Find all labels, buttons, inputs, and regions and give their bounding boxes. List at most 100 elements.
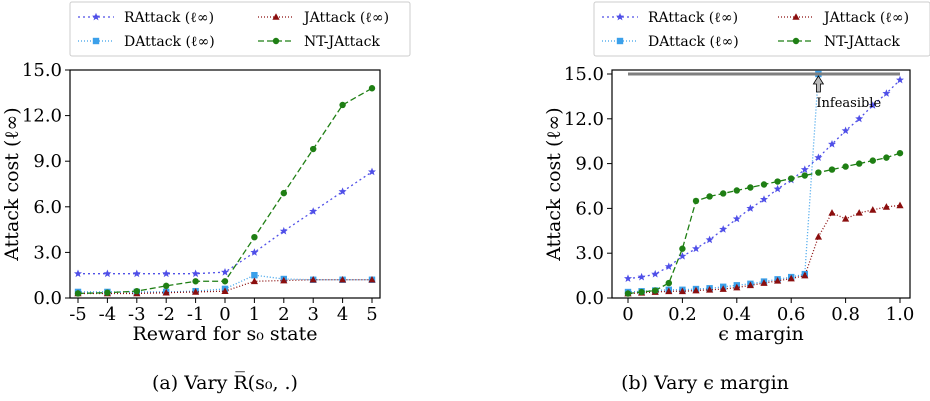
panel-b-point-nt-jattack — [624, 290, 632, 297]
panel-b-point-jattack — [774, 277, 782, 284]
panel-b-point-jattack — [692, 286, 700, 294]
panel-a-x-tick-label: -1 — [187, 304, 205, 325]
panel-a-point-rattack — [338, 187, 347, 195]
panel-b-point-jattack — [869, 206, 877, 213]
panel-b-x-tick-label: 0 — [622, 304, 633, 325]
panel-a-point-rattack — [250, 248, 259, 256]
panel-a-point-rattack — [191, 269, 200, 278]
panel-b-point-rattack — [855, 114, 864, 123]
panel-b-legend-label-rattack: RAttack (ℓ∞) — [648, 10, 738, 26]
panel-b-line-nt-jattack — [627, 152, 901, 295]
panel-b-point-rattack — [800, 165, 809, 173]
panel-b-x-tick-label: 0.8 — [831, 304, 860, 325]
panel-b-legend-marker-dattack — [616, 37, 624, 45]
panel-b-point-rattack — [732, 214, 741, 223]
panel-b-chart: 0.0 3.0 6.0 9.0 12.0 15.0 0 0.2 0.4 0.6 0.8 1.0 ϵ ma… — [543, 1, 930, 345]
panel-b-point-rattack — [637, 272, 646, 281]
panel-a-point-rattack — [368, 167, 376, 176]
panel-b-point-jattack — [842, 215, 850, 222]
panel-b-point-rattack — [868, 101, 877, 109]
panel-b-point-jattack — [706, 285, 714, 293]
panel-b-infeasible-label: Infeasible — [816, 96, 881, 111]
panel-b-point-rattack — [624, 274, 632, 282]
panel-a-y-tick-label: 12.0 — [22, 106, 62, 127]
panel-b-point-nt-jattack — [665, 279, 672, 287]
panel-a-point-rattack — [162, 269, 171, 278]
panel-a-point-nt-jattack — [163, 282, 170, 290]
panel-b-point-nt-jattack — [815, 169, 822, 176]
panel-b-point-rattack — [651, 269, 660, 278]
panel-b-point-rattack — [760, 195, 768, 203]
panel-b-point-rattack — [882, 89, 891, 97]
panel-a-x-tick-label: -4 — [99, 304, 117, 325]
panel-b-y-tick-label: 3.0 — [575, 243, 604, 264]
panel-b-point-jattack — [760, 279, 768, 286]
panel-b-y-tick-label: 6.0 — [575, 198, 604, 219]
panel-b-point-jattack — [746, 281, 754, 289]
panel-a-y-tick-label: 9.0 — [33, 151, 62, 172]
panel-b-point-rattack — [664, 262, 673, 270]
panel-b-point-jattack — [665, 287, 673, 295]
panel-b-legend-label-jattack: JAttack (ℓ∞) — [822, 10, 909, 26]
panel-a-point-rattack — [221, 268, 229, 276]
caption-b: (b) Vary ϵ margin — [621, 372, 789, 394]
panel-a-point-nt-jattack — [368, 85, 376, 92]
panel-b-point-rattack — [746, 204, 755, 212]
panel-a-x-tick-label: 4 — [337, 304, 348, 325]
panel-b-point-nt-jattack — [774, 178, 781, 185]
panel-a-chart: 0.0 3.0 6.0 9.0 12.0 15.0 -5 -4 -3 -2 -1 0 1 2 3 4 5 Rewa… — [1, 1, 411, 345]
panel-b-point-nt-jattack — [679, 245, 686, 252]
panel-a-x-tick-label: 5 — [366, 304, 377, 325]
panel-a-point-jattack — [250, 277, 258, 285]
panel-a-x-tick-label: 0 — [219, 304, 230, 325]
panel-a-y-tick-label: 3.0 — [33, 242, 62, 263]
panel-b-point-jattack — [719, 285, 727, 292]
panel-a-y-tick-label: 15.0 — [22, 60, 62, 81]
panel-b-x-tick-label: 0.4 — [722, 304, 751, 325]
panel-b-point-rattack — [828, 140, 836, 148]
panel-a-legend-label-nt-jattack: NT-JAttack — [304, 34, 380, 50]
panel-b-legend-marker-nt-jattack — [792, 37, 800, 45]
panel-a-series-rattack — [74, 167, 376, 278]
panel-b-point-nt-jattack — [896, 149, 904, 157]
panel-a-point-nt-jattack — [221, 278, 229, 285]
panel-a-point-nt-jattack — [192, 278, 199, 285]
panel-b-point-rattack — [705, 235, 714, 244]
panel-b-point-rattack — [773, 184, 782, 193]
panel-b-legend-marker-jattack — [792, 13, 800, 20]
panel-a-point-nt-jattack — [280, 189, 287, 197]
panel-b-plot-frame — [611, 69, 911, 299]
panel-a-legend: RAttack (ℓ∞) DAttack (ℓ∞) JAttack (ℓ∞) NT-J… — [69, 1, 411, 57]
panel-a-legend-marker-dattack — [92, 37, 100, 45]
panel-b-y-tick-label: 0.0 — [575, 288, 604, 309]
panel-a-point-jattack — [280, 276, 288, 284]
panel-b-point-jattack — [787, 274, 795, 282]
panel-a-point-nt-jattack — [104, 289, 111, 296]
panel-a-point-rattack — [279, 226, 288, 235]
panel-a-point-jattack — [162, 288, 170, 296]
panel-b-legend-label-dattack: DAttack (ℓ∞) — [648, 34, 739, 50]
panel-b-infeasible-arrow — [812, 75, 825, 93]
panel-a-point-nt-jattack — [74, 290, 82, 297]
panel-a-legend-frame — [69, 1, 411, 57]
panel-b-x-tick-label: 0.2 — [668, 304, 697, 325]
panel-a-legend-label-rattack: RAttack (ℓ∞) — [124, 10, 214, 26]
panel-b-point-nt-jattack — [747, 184, 754, 191]
panel-a-legend-marker-nt-jattack — [272, 37, 280, 45]
panel-b-series-nt-jattack — [624, 149, 904, 297]
panel-b-legend: RAttack (ℓ∞) DAttack (ℓ∞) JAttack (ℓ∞) NT-J… — [593, 1, 930, 57]
panel-b-point-nt-jattack — [733, 187, 740, 194]
panel-b-point-jattack — [814, 232, 822, 240]
panel-b-point-nt-jattack — [760, 181, 768, 188]
panel-a-point-dattack — [251, 272, 258, 279]
panel-a-point-nt-jattack — [339, 101, 346, 109]
panel-b-y-tick-label: 9.0 — [575, 154, 604, 175]
panel-b-point-nt-jattack — [842, 163, 849, 170]
panel-a-point-rattack — [309, 207, 318, 215]
panel-a-point-jattack — [309, 275, 317, 283]
panel-a-point-nt-jattack — [251, 234, 258, 241]
panel-a-x-tick-label: 1 — [249, 304, 260, 325]
panel-a-point-nt-jattack — [310, 145, 317, 153]
panel-b-point-jattack — [896, 201, 904, 209]
